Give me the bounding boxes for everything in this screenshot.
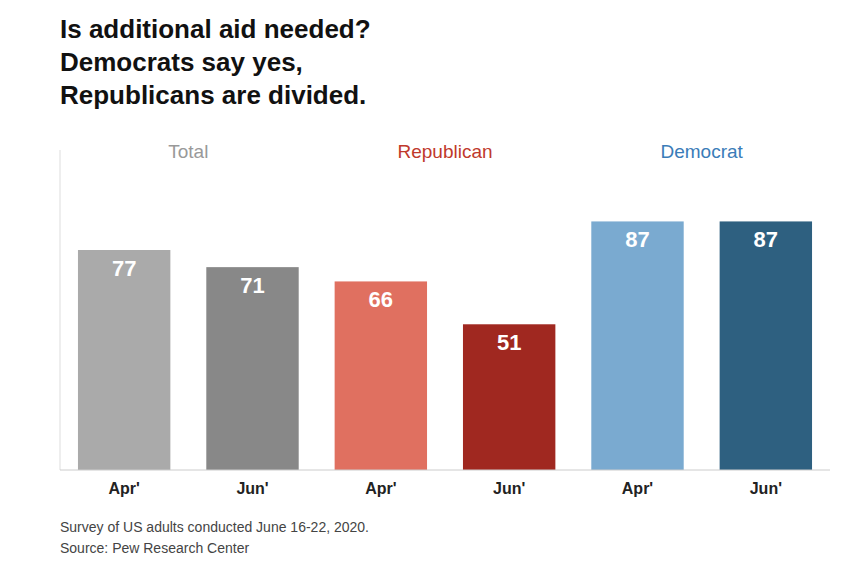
footnote: Survey of US adults conducted June 16-22… [60,519,369,535]
x-tick-label: Jun' [493,480,525,497]
chart: Is additional aid needed?Democrats say y… [0,0,861,575]
bar [206,267,298,470]
data-label: 77 [112,256,136,281]
group-label: Republican [397,141,492,162]
footnote: Source: Pew Research Center [60,540,249,556]
bar [591,221,683,470]
bars [78,221,812,470]
data-label: 51 [497,330,521,355]
data-label: 71 [240,273,264,298]
title-line: Republicans are divided. [60,80,366,110]
group-label: Democrat [660,141,743,162]
bar [335,281,427,470]
data-label: 66 [369,287,393,312]
x-axis-line [60,470,830,471]
title-line: Democrats say yes, [60,47,303,77]
data-label: 87 [754,227,778,252]
x-tick-label: Jun' [236,480,268,497]
data-label: 87 [625,227,649,252]
title-line: Is additional aid needed? [60,14,371,44]
bar [78,250,170,470]
x-tick-label: Apr' [108,480,139,497]
x-tick-label: Apr' [365,480,396,497]
background [0,0,861,575]
group-label: Total [168,141,208,162]
title: Is additional aid needed?Democrats say y… [60,14,371,110]
y-axis-line [60,150,61,470]
x-tick-label: Jun' [750,480,782,497]
bar [463,324,555,470]
bar [720,221,812,470]
x-tick-label: Apr' [622,480,653,497]
